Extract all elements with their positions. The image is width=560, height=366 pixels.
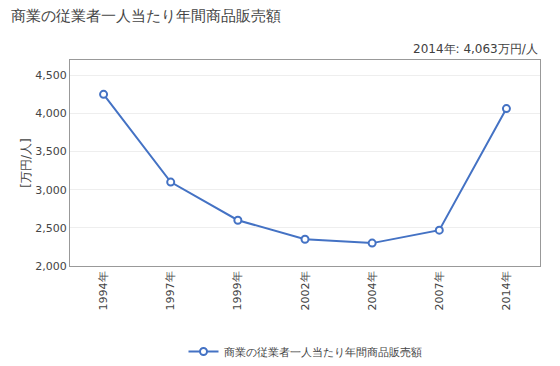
svg-text:2014年: 2014年 (500, 271, 513, 310)
svg-text:4,500: 4,500 (35, 69, 67, 82)
svg-text:商業の従業者一人当たり年間商品販売額: 商業の従業者一人当たり年間商品販売額 (224, 346, 422, 359)
svg-text:2002年: 2002年 (299, 271, 312, 310)
svg-text:商業の従業者一人当たり年間商品販売額: 商業の従業者一人当たり年間商品販売額 (11, 7, 281, 25)
svg-text:[万円/人]: [万円/人] (19, 138, 33, 187)
svg-text:3,500: 3,500 (35, 145, 67, 158)
svg-text:3,000: 3,000 (35, 184, 67, 197)
svg-text:1999年: 1999年 (231, 271, 244, 310)
svg-text:2014年: 4,063万円/人: 2014年: 4,063万円/人 (413, 42, 538, 56)
svg-text:2004年: 2004年 (366, 271, 379, 310)
svg-text:1994年: 1994年 (97, 271, 110, 310)
svg-text:2,500: 2,500 (35, 222, 67, 235)
svg-text:1997年: 1997年 (164, 271, 177, 310)
svg-text:2,000: 2,000 (35, 260, 67, 273)
svg-text:2007年: 2007年 (433, 271, 446, 310)
svg-text:4,000: 4,000 (35, 107, 67, 120)
